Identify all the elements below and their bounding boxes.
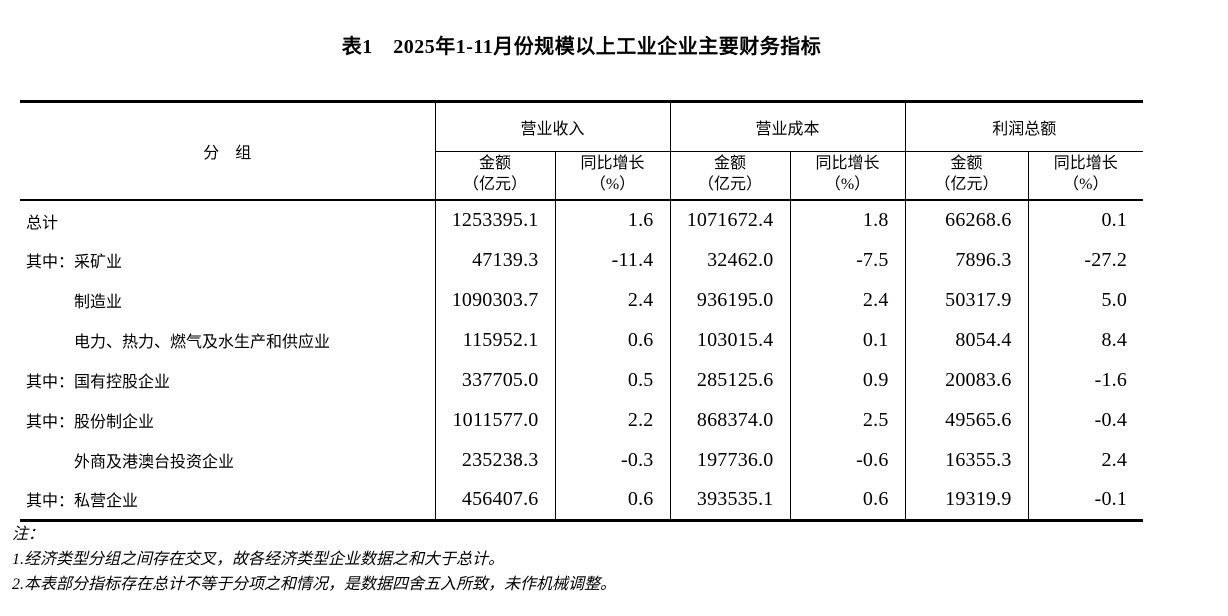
cell-cost-amount: 285125.6 [669, 360, 791, 400]
cell-revenue-amount: 1253395.1 [434, 200, 555, 240]
header-sub-row: 金额 （亿元） 同比增长 （%） 金额 （亿元） 同比增长 （%） 金额 （ [20, 151, 1144, 201]
cell-cost-growth: -7.5 [789, 240, 906, 280]
table-row-private: 其中：私营企业 456407.6 0.6 393535.1 0.6 19319.… [20, 480, 1144, 520]
cell-revenue-growth: 0.6 [554, 320, 671, 360]
cell-profit-amount: 49565.6 [904, 400, 1029, 440]
cell-revenue-growth: -11.4 [554, 240, 671, 280]
row-label: 其中：股份制企业 [26, 414, 155, 431]
cell-cost-growth: 2.5 [789, 400, 906, 440]
cell-cost-amount: 197736.0 [669, 440, 791, 480]
table-row-mining: 其中：采矿业 47139.3 -11.4 32462.0 -7.5 7896.3… [20, 240, 1144, 280]
cell-revenue-growth: 0.5 [554, 360, 671, 400]
col-header-cost-growth: 同比增长 （%） [789, 151, 906, 201]
col-header-group: 分 组 [20, 101, 435, 201]
cell-profit-amount: 19319.9 [904, 480, 1029, 520]
col-header-cost-amount: 金额 （亿元） [669, 151, 791, 201]
cell-revenue-growth: 2.2 [554, 400, 671, 440]
cell-revenue-amount: 1090303.7 [434, 280, 555, 320]
table-row-state-holding: 其中：国有控股企业 337705.0 0.5 285125.6 0.9 2008… [20, 360, 1144, 400]
cell-cost-growth: 0.1 [789, 320, 906, 360]
footnotes: 注： 1.经济类型分组之间存在交叉，故各经济类型企业数据之和大于总计。 2.本表… [12, 522, 1212, 597]
cell-cost-growth: -0.6 [789, 440, 906, 480]
cell-cost-amount: 393535.1 [669, 480, 791, 520]
cell-cost-amount: 103015.4 [669, 320, 791, 360]
footnote-item: 2.本表部分指标存在总计不等于分项之和情况，是数据四舍五入所致，未作机械调整。 [12, 576, 617, 593]
cell-profit-growth: -27.2 [1027, 240, 1144, 280]
cell-profit-growth: 0.1 [1027, 200, 1144, 240]
footnote-heading: 注： [12, 526, 45, 543]
table-row-total: 总计 1253395.1 1.6 1071672.4 1.8 66268.6 0… [20, 200, 1144, 240]
table-row-shareholding: 其中：股份制企业 1011577.0 2.2 868374.0 2.5 4956… [20, 400, 1144, 440]
cell-profit-amount: 8054.4 [904, 320, 1029, 360]
cell-revenue-amount: 1011577.0 [434, 400, 555, 440]
row-label: 其中：采矿业 [26, 254, 123, 271]
table-row-foreign-invested: 外商及港澳台投资企业 235238.3 -0.3 197736.0 -0.6 1… [20, 440, 1144, 480]
col-header-profit: 利润总额 [904, 101, 1144, 152]
col-header-revenue-growth: 同比增长 （%） [554, 151, 671, 201]
cell-profit-growth: -0.1 [1027, 480, 1144, 520]
cell-revenue-amount: 115952.1 [434, 320, 555, 360]
cell-profit-growth: 5.0 [1027, 280, 1144, 320]
row-label: 其中：国有控股企业 [26, 374, 171, 391]
cell-profit-growth: 2.4 [1027, 440, 1144, 480]
cell-revenue-growth: 0.6 [554, 480, 671, 520]
cell-profit-growth: 8.4 [1027, 320, 1144, 360]
cell-profit-amount: 66268.6 [904, 200, 1029, 240]
cell-cost-amount: 868374.0 [669, 400, 791, 440]
cell-revenue-growth: 1.6 [554, 200, 671, 240]
col-header-cost: 营业成本 [669, 101, 906, 152]
row-label: 其中：私营企业 [26, 493, 139, 511]
cell-revenue-amount: 456407.6 [434, 480, 555, 520]
cell-cost-amount: 1071672.4 [669, 200, 791, 240]
row-label: 电力、热力、燃气及水生产和供应业 [26, 334, 331, 351]
page-title: 表1 2025年1-11月份规模以上工业企业主要财务指标 [341, 36, 822, 58]
cell-cost-growth: 0.9 [789, 360, 906, 400]
cell-cost-amount: 936195.0 [669, 280, 791, 320]
cell-revenue-amount: 235238.3 [434, 440, 555, 480]
cell-cost-growth: 0.6 [789, 480, 906, 520]
table-row-utilities: 电力、热力、燃气及水生产和供应业 115952.1 0.6 103015.4 0… [20, 320, 1144, 360]
table-row-manufacturing: 制造业 1090303.7 2.4 936195.0 2.4 50317.9 5… [20, 280, 1144, 320]
cell-profit-amount: 7896.3 [904, 240, 1029, 280]
col-header-profit-amount: 金额 （亿元） [904, 151, 1029, 201]
col-header-revenue-amount: 金额 （亿元） [434, 151, 555, 201]
financial-indicators-table: 分 组 营业收入 营业成本 利润总额 金额 （亿元） 同比增长 （%） 金额 （… [20, 100, 1144, 522]
col-header-profit-growth: 同比增长 （%） [1027, 151, 1144, 201]
row-label: 制造业 [26, 294, 123, 311]
cell-revenue-growth: 2.4 [554, 280, 671, 320]
cell-profit-amount: 16355.3 [904, 440, 1029, 480]
cell-revenue-amount: 47139.3 [434, 240, 555, 280]
cell-cost-amount: 32462.0 [669, 240, 791, 280]
cell-profit-amount: 20083.6 [904, 360, 1029, 400]
cell-profit-growth: -0.4 [1027, 400, 1144, 440]
cell-revenue-amount: 337705.0 [434, 360, 555, 400]
cell-cost-growth: 1.8 [789, 200, 906, 240]
cell-revenue-growth: -0.3 [554, 440, 671, 480]
header-group-row: 分 组 营业收入 营业成本 利润总额 [20, 101, 1144, 201]
row-label: 外商及港澳台投资企业 [26, 454, 235, 471]
financial-indicators-table-wrap: 分 组 营业收入 营业成本 利润总额 金额 （亿元） 同比增长 （%） 金额 （… [20, 100, 1144, 522]
row-label: 总计 [26, 214, 59, 232]
col-header-revenue: 营业收入 [434, 101, 671, 152]
cell-profit-growth: -1.6 [1027, 360, 1144, 400]
cell-profit-amount: 50317.9 [904, 280, 1029, 320]
footnote-item: 1.经济类型分组之间存在交叉，故各经济类型企业数据之和大于总计。 [12, 551, 505, 568]
cell-cost-growth: 2.4 [789, 280, 906, 320]
